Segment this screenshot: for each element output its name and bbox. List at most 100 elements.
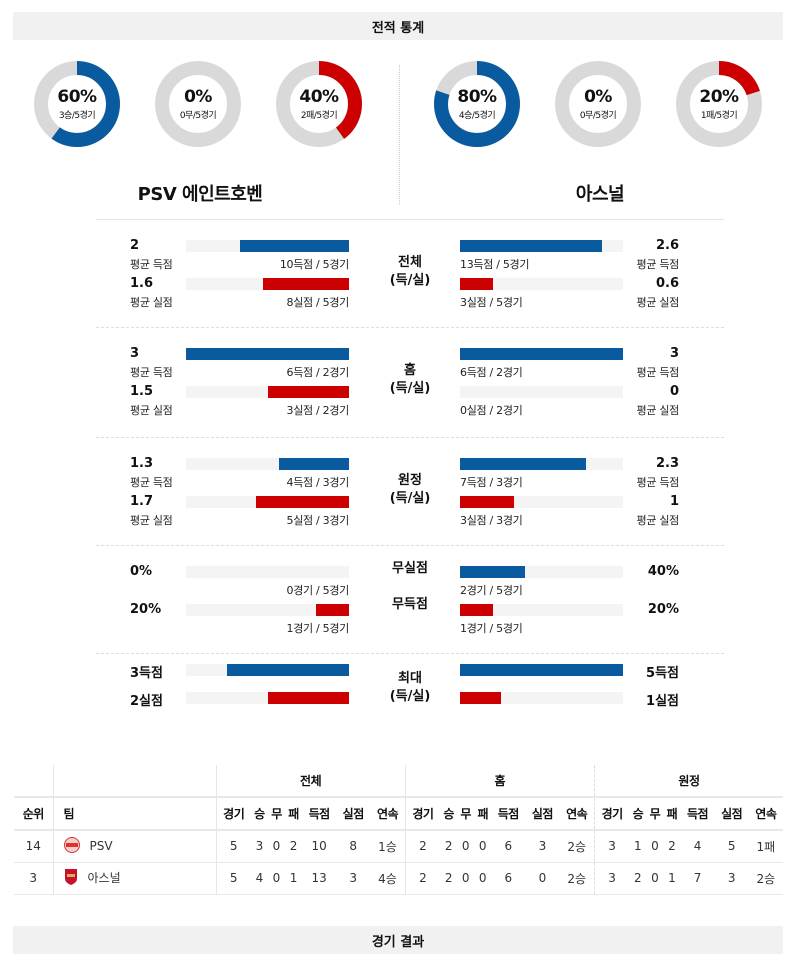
column-header: 패 (474, 797, 492, 831)
away-bar-track (460, 458, 623, 470)
stat-section: 3 3 평균 득점 평균 득점 6득점 / 2경기 6득점 / 2경기 1.5 0 평균 실점 평… (0, 328, 800, 436)
column-header: 득점 (680, 797, 715, 831)
stat-cell: 6 (491, 862, 526, 895)
rank-cell: 3 (14, 862, 53, 895)
stat-cell: 2 (404, 862, 441, 895)
column-header: 연속 (748, 797, 783, 831)
home-value: 1.7 (130, 494, 154, 509)
section-label-line: (득/실) (389, 689, 431, 704)
donut-chart (555, 61, 641, 147)
away-bar-fill (460, 458, 586, 470)
away-donut-1: 0% 0무/5경기 (554, 60, 642, 148)
away-detail: 7득점 / 3경기 (460, 476, 523, 489)
blank-header (52, 765, 216, 798)
group-header: 홈 (404, 765, 595, 798)
donut-subtitle: 4승/5경기 (458, 111, 496, 121)
rank-cell: 14 (14, 830, 53, 863)
stat-cell: 0 (267, 862, 286, 895)
home-caption: 평균 실점 (130, 296, 173, 309)
column-header-row: 순위 팀 경기 승 무 패 득점 실점 연속 경기 승 무 패 득점 실점 연속 경기 승 무 패 득점 실점 연속 (14, 797, 783, 831)
away-caption: 평균 실점 (636, 296, 680, 309)
home-bar-fill (267, 692, 349, 704)
away-bar-track (460, 566, 623, 578)
stat-cell: 13 (302, 862, 337, 895)
stat-cell: 1 (285, 862, 303, 895)
standings-table: 전체 홈 원정 순위 팀 경기 승 무 패 득점 실점 연속 경기 승 무 패 득점 실점 연속 경기 승 무 패 득점 실점… (14, 765, 783, 895)
home-bar-fill (278, 458, 349, 470)
column-header: 무 (267, 797, 286, 831)
donut-percent: 40% (299, 87, 339, 107)
separator (96, 327, 724, 328)
home-bar-track (186, 692, 349, 704)
home-detail: 4득점 / 3경기 (286, 476, 350, 489)
home-caption: 평균 실점 (130, 514, 173, 527)
column-header: 경기 (593, 797, 630, 831)
home-detail: 5실점 / 3경기 (286, 514, 350, 527)
stat-cell: 1 (629, 830, 647, 863)
stat-cell: 3 (336, 862, 371, 895)
donut-percent: 20% (699, 87, 739, 107)
home-bar-track (186, 566, 349, 578)
donut-subtitle: 0무/5경기 (579, 111, 617, 121)
donut-subtitle: 3승/5경기 (58, 111, 96, 121)
column-header: 무 (646, 797, 664, 831)
away-detail: 6득점 / 2경기 (460, 366, 523, 379)
away-bar-track (460, 664, 623, 676)
away-bar-track (460, 278, 623, 290)
home-value: 3 (130, 346, 140, 361)
donut-chart (276, 61, 362, 147)
donut-chart (155, 61, 241, 147)
column-header: 패 (285, 797, 303, 831)
stat-cell: 7 (680, 862, 715, 895)
donut-subtitle: 2패/5경기 (300, 111, 338, 121)
column-header: 무 (457, 797, 475, 831)
home-caption: 평균 득점 (130, 258, 173, 271)
section-header-stats: 전적 통계 (13, 12, 783, 40)
donut-chart (434, 61, 520, 147)
donut-subtitle: 0무/5경기 (179, 111, 217, 121)
away-value: 1실점 (646, 694, 679, 709)
section-header-results: 경기 결과 (13, 926, 783, 954)
home-value: 20% (130, 602, 162, 617)
team-cell: PSV (52, 830, 216, 863)
home-value: 2 (130, 238, 140, 253)
home-donut-0: 60% 3승/5경기 (33, 60, 121, 148)
stat-cell: 0 (646, 830, 664, 863)
column-header: 연속 (370, 797, 406, 831)
home-bar-track (186, 496, 349, 508)
away-bar-track (460, 386, 623, 398)
stat-cell: 2승 (559, 862, 595, 895)
home-caption: 평균 실점 (130, 404, 173, 417)
stat-cell: 5 (714, 830, 749, 863)
donut-percent: 60% (57, 87, 97, 107)
away-bar-fill (460, 278, 493, 290)
section-label-line: (득/실) (389, 491, 431, 506)
away-caption: 평균 실점 (636, 404, 680, 417)
section-label: 원정 (득/실) (370, 472, 450, 508)
donut-percent: 0% (184, 87, 212, 107)
column-header: 실점 (525, 797, 560, 831)
home-bar-fill (316, 604, 349, 616)
away-value: 0 (669, 384, 679, 399)
home-value: 2실점 (130, 694, 163, 709)
home-bar-track (186, 458, 349, 470)
table-row[interactable]: 3 아스널 5 4 0 1 13 3 4승 2 2 0 0 6 0 2승 3 2 0 1 7 3 2승 (14, 862, 783, 895)
section-label: 무득점 (392, 597, 428, 612)
home-bar-track (186, 348, 349, 360)
home-bar-track (186, 240, 349, 252)
column-header: 득점 (491, 797, 526, 831)
column-header: 득점 (302, 797, 337, 831)
stat-cell: 2승 (559, 830, 595, 863)
away-bar-fill (460, 240, 602, 252)
stat-cell: 1패 (748, 830, 783, 863)
home-bar-fill (256, 496, 349, 508)
home-bar-fill (226, 664, 349, 676)
away-bar-fill (460, 664, 623, 676)
away-donut-2: 20% 1패/5경기 (675, 60, 763, 148)
arsenal-logo-icon (64, 868, 78, 889)
stat-cell: 1승 (370, 830, 406, 863)
group-header-row: 전체 홈 원정 (14, 765, 783, 798)
column-header: 연속 (559, 797, 595, 831)
home-value: 0% (130, 564, 153, 579)
table-row[interactable]: 14 PSV 5 3 0 2 10 8 1승 2 2 0 0 6 3 2승 3 1 0 2 4 5 1패 (14, 830, 783, 863)
